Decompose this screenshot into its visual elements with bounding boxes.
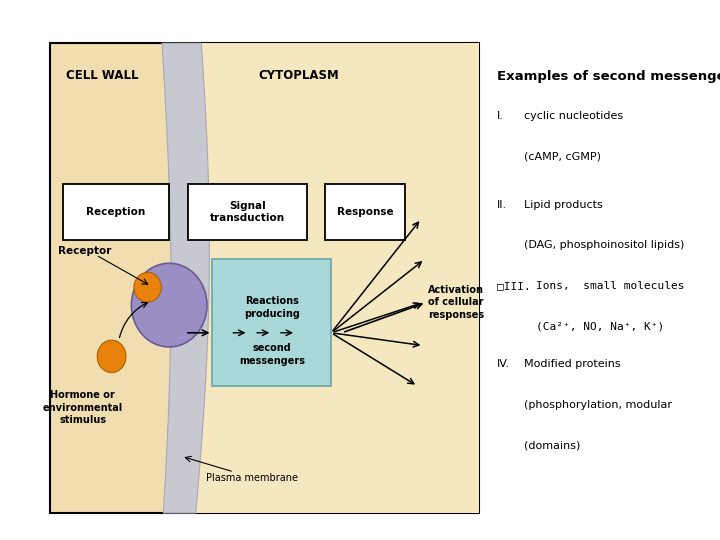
FancyBboxPatch shape (171, 43, 479, 513)
Text: Reactions
producing: Reactions producing (244, 296, 300, 319)
Text: second
messengers: second messengers (239, 343, 305, 366)
Text: Response: Response (337, 207, 393, 217)
Text: (DAG, phosphoinositol lipids): (DAG, phosphoinositol lipids) (524, 240, 685, 251)
FancyBboxPatch shape (188, 184, 307, 240)
Text: □III.: □III. (497, 281, 531, 291)
Text: (Ca²⁺, NO, Na⁺, K⁺): (Ca²⁺, NO, Na⁺, K⁺) (536, 321, 665, 332)
Text: Modified proteins: Modified proteins (524, 359, 621, 369)
Text: IV.: IV. (497, 359, 510, 369)
Ellipse shape (131, 263, 207, 347)
Text: CYTOPLASM: CYTOPLASM (258, 69, 339, 82)
Text: Reception: Reception (86, 207, 145, 217)
Text: (phosphorylation, modular: (phosphorylation, modular (524, 400, 672, 410)
Text: Activation
of cellular
responses: Activation of cellular responses (428, 285, 485, 320)
Ellipse shape (97, 340, 126, 373)
Text: CELL WALL: CELL WALL (66, 69, 138, 82)
Text: Ions,  small molecules: Ions, small molecules (536, 281, 685, 291)
FancyBboxPatch shape (63, 184, 169, 240)
Text: I.: I. (497, 111, 504, 121)
FancyBboxPatch shape (212, 259, 331, 386)
Polygon shape (162, 43, 210, 513)
Text: Lipid products: Lipid products (524, 200, 603, 210)
Text: (domains): (domains) (524, 440, 580, 450)
Text: II.: II. (497, 200, 507, 210)
Text: Hormone or
environmental
stimulus: Hormone or environmental stimulus (42, 390, 123, 425)
Ellipse shape (134, 272, 161, 302)
Text: Signal
transduction: Signal transduction (210, 201, 285, 223)
FancyBboxPatch shape (325, 184, 405, 240)
FancyBboxPatch shape (50, 43, 479, 513)
Text: Receptor: Receptor (58, 246, 112, 256)
Text: Plasma membrane: Plasma membrane (206, 473, 298, 483)
Text: Examples of second messengers: Examples of second messengers (497, 70, 720, 83)
Text: cyclic nucleotides: cyclic nucleotides (524, 111, 624, 121)
Text: (cAMP, cGMP): (cAMP, cGMP) (524, 151, 601, 161)
